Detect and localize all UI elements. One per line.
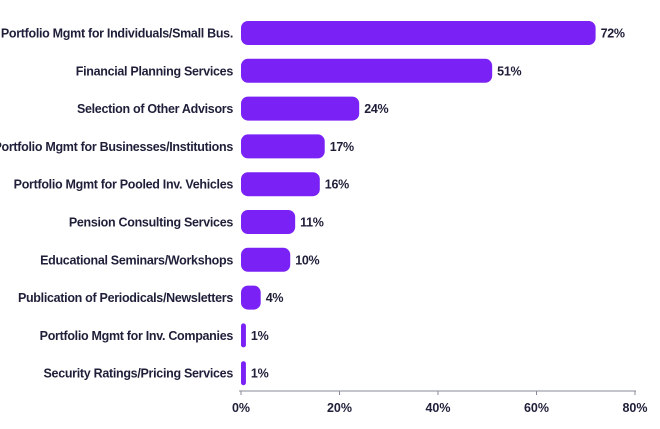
value-label: 1% [251,329,269,343]
x-tick-label: 40% [425,401,450,415]
category-labels: Portfolio Mgmt for Individuals/Small Bus… [0,27,234,381]
value-label: 17% [330,140,354,154]
x-tick-label: 0% [232,401,250,415]
bar [241,285,261,310]
value-label: 16% [325,178,349,192]
x-axis-ticks: 0% 20% 40% 60% 80% [232,391,648,415]
bars-group [241,21,596,386]
bar [241,361,246,386]
x-tick-label: 80% [622,401,647,415]
bar [241,58,493,83]
bar [241,172,320,197]
category-label: Portfolio Mgmt for Individuals/Small Bus… [1,27,233,41]
bar [241,210,296,234]
value-labels: 72% 51% 24% 17% 16% 11% 10% 4% 1% 1% [251,27,625,381]
value-label: 11% [300,216,324,230]
bar [241,96,360,121]
category-label: Educational Seminars/Workshops [40,253,233,267]
category-label: Portfolio Mgmt for Pooled Inv. Vehicles [14,178,234,192]
value-label: 4% [266,291,284,305]
x-tick-label: 20% [327,401,352,415]
value-label: 10% [295,253,319,267]
bar [241,323,246,348]
value-label: 24% [364,102,388,116]
bar [241,134,325,159]
bar [241,21,596,45]
bar [241,247,291,272]
value-label: 1% [251,367,269,381]
category-label: Portfolio Mgmt for Inv. Companies [40,329,234,343]
category-label: Financial Planning Services [76,64,234,78]
category-label: Publication of Periodicals/Newsletters [18,291,233,305]
value-label: 51% [497,64,521,78]
category-label: Pension Consulting Services [69,216,234,230]
value-label: 72% [601,27,625,41]
category-label: Security Ratings/Pricing Services [44,367,234,381]
category-label: Portfolio Mgmt for Businesses/Institutio… [0,140,233,154]
x-tick-label: 60% [524,401,549,415]
category-label: Selection of Other Advisors [77,102,233,116]
